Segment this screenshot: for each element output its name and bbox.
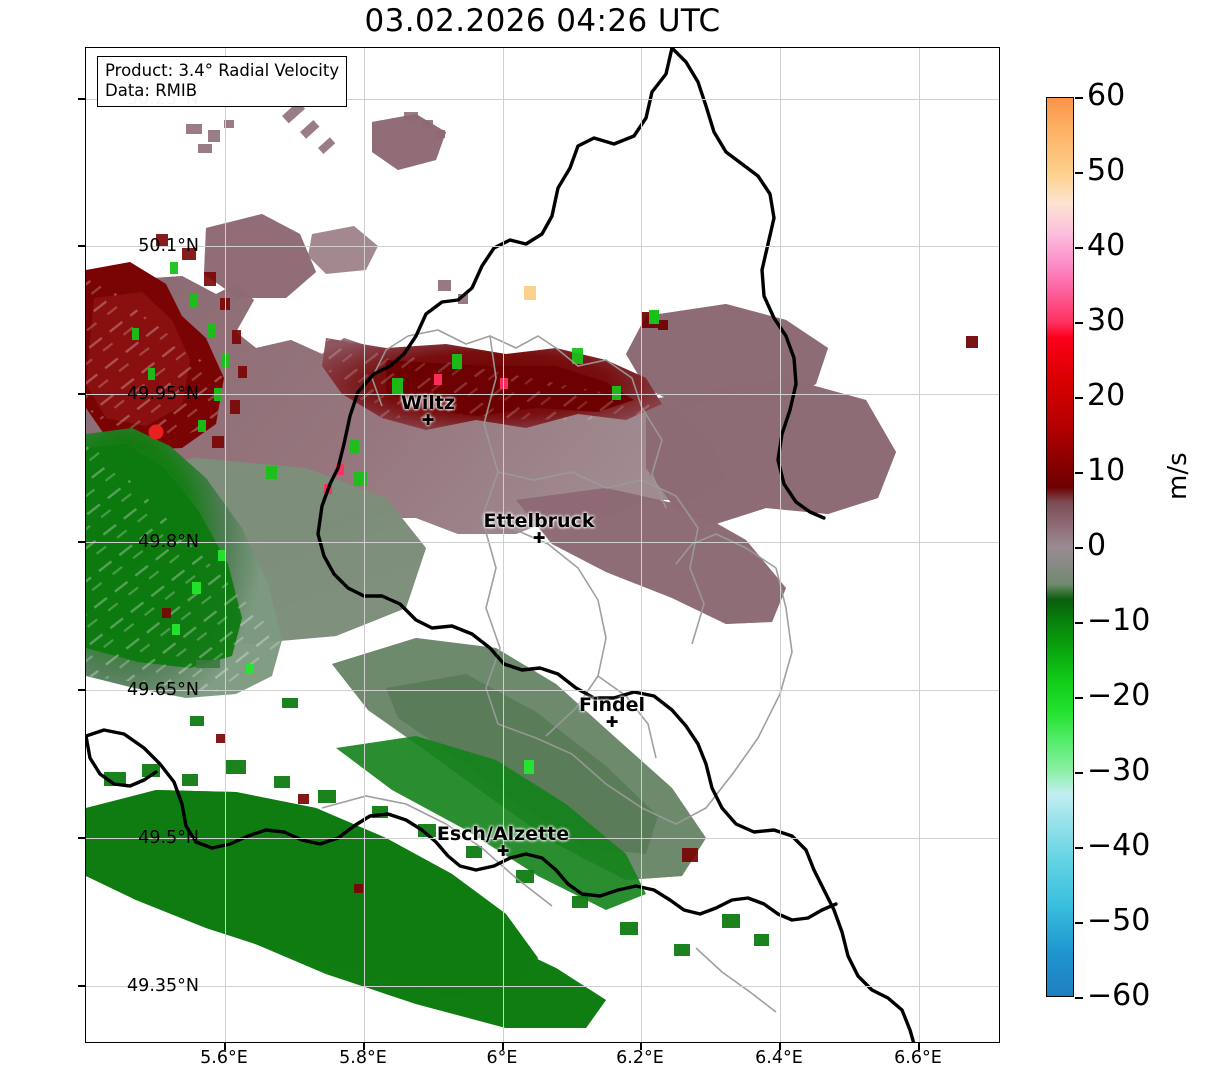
product-info-box: Product: 3.4° Radial Velocity Data: RMIB [97,56,348,107]
colorbar-tick-mark [1075,322,1083,324]
gridline-lat [86,690,999,691]
gridline-lon [364,48,365,1042]
colorbar-tick-mark [1075,547,1083,549]
gridline-lat [86,838,999,839]
colorbar-unit-label: m/s [1163,452,1193,500]
colorbar-tick-label: −20 [1087,678,1151,713]
colorbar-gradient [1047,98,1073,996]
gridline-lat [86,246,999,247]
colorbar-tick-mark [1075,997,1083,999]
colorbar-tick-label: 0 [1087,528,1107,563]
gridline-lon [641,48,642,1042]
gridline-lat [86,542,999,543]
x-tick-label: 5.8°E [339,1048,387,1068]
y-tick-label: 49.35°N [127,976,199,996]
y-tick-label: 49.5°N [138,828,199,848]
y-tick-label: 49.95°N [127,384,199,404]
colorbar-tick-mark [1075,922,1083,924]
gridline-lon [503,48,504,1042]
colorbar-tick-mark [1075,472,1083,474]
x-tick-label: 6.4°E [755,1048,803,1068]
x-tick-label: 6.2°E [616,1048,664,1068]
y-tick-mark [78,689,85,691]
colorbar-tick-label: −50 [1087,903,1151,938]
y-tick-label: 50.1°N [138,236,199,256]
colorbar-tick-label: −30 [1087,753,1151,788]
y-tick-mark [78,393,85,395]
colorbar-tick-mark [1075,622,1083,624]
borders-layer [86,48,916,1042]
radar-map-plot[interactable]: Wiltz ✚ Ettelbruck ✚ Findel ✚ Esch/Alzet… [85,47,1000,1043]
x-tick-label: 6.6°E [894,1048,942,1068]
colorbar-tick-mark [1075,772,1083,774]
x-tick-mark [779,1043,781,1050]
colorbar-tick-label: −40 [1087,828,1151,863]
colorbar-tick-label: −60 [1087,978,1151,1013]
y-tick-label: 49.65°N [127,680,199,700]
colorbar-tick-label: 40 [1087,228,1126,263]
y-tick-label: 49.8°N [138,532,199,552]
echo-inbound-positive [86,234,978,494]
colorbar-tick-label: 20 [1087,378,1126,413]
x-tick-label: 5.6°E [200,1048,248,1068]
radar-site-marker[interactable] [148,424,164,440]
colorbar-tick-mark [1075,697,1083,699]
y-tick-mark [78,985,85,987]
gridline-lon [919,48,920,1042]
page-title: 03.02.2026 04:26 UTC [364,3,721,39]
colorbar-tick-mark [1075,97,1083,99]
gridline-lat [86,986,999,987]
y-tick-mark [78,837,85,839]
product-line: Product: 3.4° Radial Velocity [105,61,340,80]
colorbar-tick-mark [1075,172,1083,174]
colorbar-tick-label: 30 [1087,303,1126,338]
gridline-lon [780,48,781,1042]
colorbar-tick-mark [1075,247,1083,249]
gridline-lat [86,99,999,100]
y-tick-mark [78,541,85,543]
colorbar-tick-label: 60 [1087,78,1126,113]
x-tick-mark [502,1043,504,1050]
colorbar-tick-label: 50 [1087,153,1126,188]
colorbar-tick-mark [1075,847,1083,849]
colorbar[interactable] [1046,97,1074,997]
x-tick-mark [224,1043,226,1050]
colorbar-tick-label: −10 [1087,603,1151,638]
y-tick-mark [78,245,85,247]
x-tick-mark [918,1043,920,1050]
gridline-lon [225,48,226,1042]
map-canvas: Wiltz ✚ Ettelbruck ✚ Findel ✚ Esch/Alzet… [86,48,999,1042]
echo-near-zero [86,101,896,644]
x-tick-mark [363,1043,365,1050]
x-tick-label: 6°E [486,1048,518,1068]
gridline-lat [86,394,999,395]
x-tick-mark [640,1043,642,1050]
colorbar-tick-mark [1075,397,1083,399]
colorbar-tick-label: 10 [1087,453,1126,488]
data-source-line: Data: RMIB [105,81,198,100]
y-tick-mark [78,98,85,100]
